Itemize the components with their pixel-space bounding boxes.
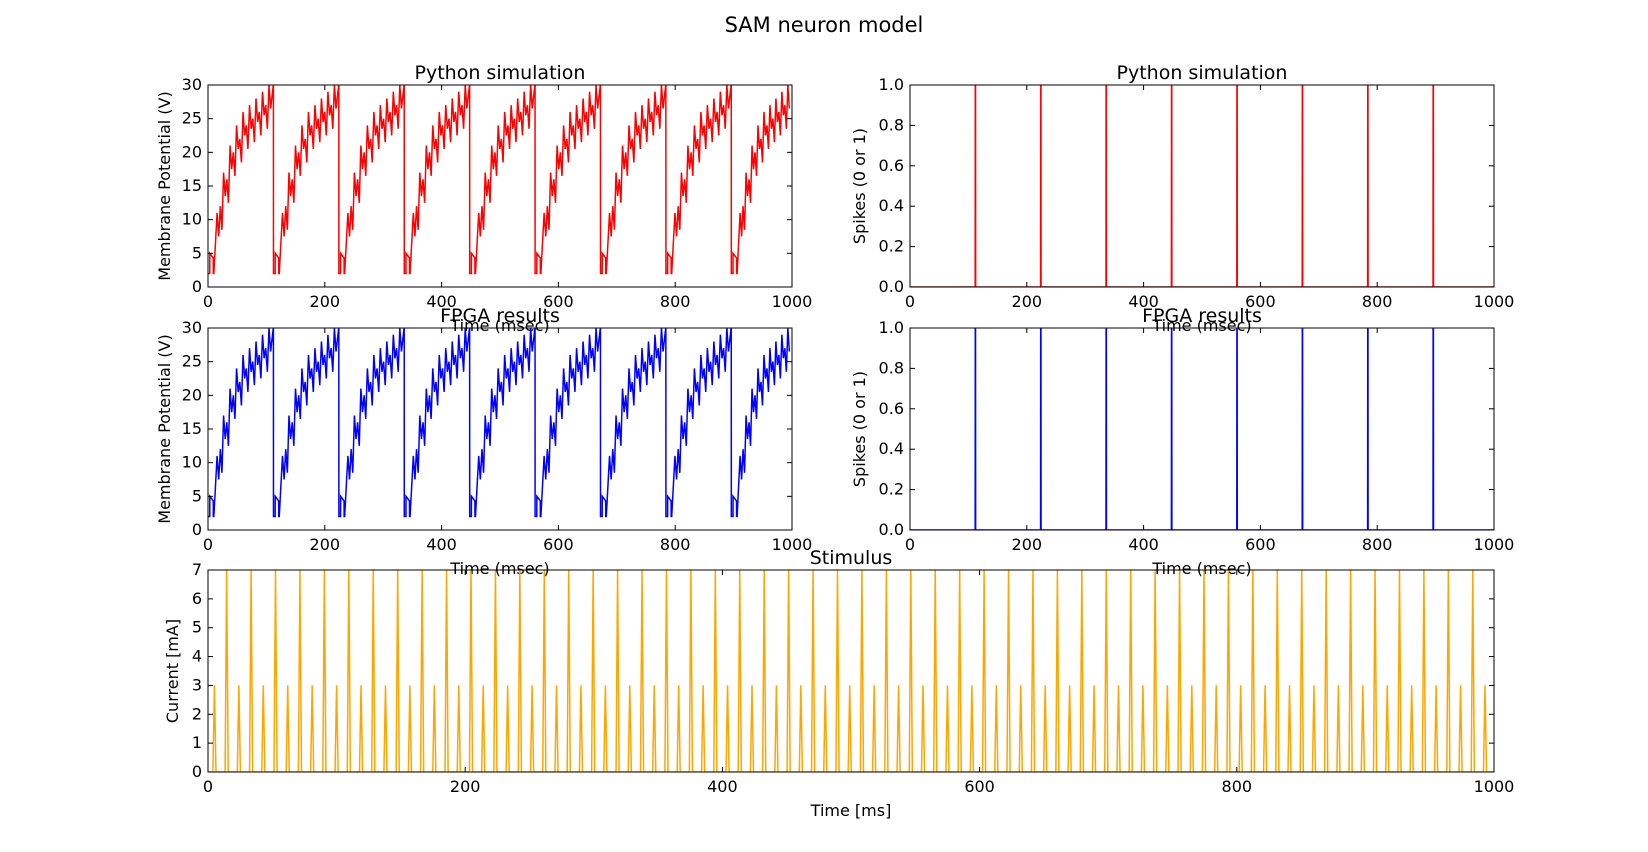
vm_python-ylabel: Membrane Potential (V) — [155, 91, 174, 280]
spikes_fpga-axes-frame — [909, 327, 1495, 531]
y-tick-label: 15 — [182, 419, 202, 438]
x-tick-label: 400 — [426, 535, 457, 554]
y-tick-label: 30 — [182, 75, 202, 94]
spikes_fpga-title: FPGA results — [1142, 305, 1262, 327]
x-tick-label: 0 — [203, 777, 213, 796]
y-tick-label: 0.2 — [879, 237, 904, 256]
y-tick-label: 5 — [192, 243, 202, 262]
y-tick-label: 0.4 — [879, 439, 904, 458]
vm_python-axes-frame — [207, 84, 793, 288]
spikes_python-ylabel: Spikes (0 or 1) — [850, 128, 869, 244]
x-tick-label: 0 — [905, 535, 915, 554]
x-tick-label: 1000 — [1474, 777, 1515, 796]
x-tick-label: 400 — [426, 292, 457, 311]
y-tick-label: 1.0 — [879, 75, 904, 94]
x-tick-label: 600 — [543, 292, 574, 311]
vm_fpga-title: FPGA results — [440, 305, 560, 327]
x-tick-label: 600 — [1245, 535, 1276, 554]
y-tick-label: 7 — [192, 560, 202, 579]
spikes_python-xlabel: Time (msec) — [1151, 316, 1251, 335]
panel-stimulus: 0 200 400 600 800 1000 0 1 2 3 4 5 6 7 Stimulus Time [m… — [163, 547, 1514, 820]
vm_fpga-axes-frame — [207, 327, 793, 531]
spikes_python-series-line — [910, 85, 1494, 287]
x-tick-label: 200 — [1012, 292, 1043, 311]
y-tick-label: 0.6 — [879, 399, 904, 418]
y-tick-label: 10 — [182, 453, 202, 472]
y-tick-label: 2 — [192, 704, 202, 723]
y-tick-label: 6 — [192, 589, 202, 608]
spikes_fpga-ylabel: Spikes (0 or 1) — [850, 371, 869, 487]
vm_fpga-ylabel: Membrane Potential (V) — [155, 334, 174, 523]
y-tick-label: 0.6 — [879, 156, 904, 175]
x-tick-label: 200 — [450, 777, 481, 796]
x-tick-label: 1000 — [772, 292, 813, 311]
x-tick-label: 400 — [1128, 292, 1159, 311]
x-tick-label: 0 — [905, 292, 915, 311]
y-tick-label: 20 — [182, 142, 202, 161]
stimulus-axes-frame — [207, 569, 1495, 773]
x-tick-label: 600 — [964, 777, 995, 796]
y-tick-label: 1.0 — [879, 318, 904, 337]
vm_fpga-series-line — [208, 328, 791, 518]
panel-spikes_fpga: 0 200 400 600 800 1000 0.0 0.2 0.4 0.6 0.8 1.0 FPGA … — [850, 305, 1514, 578]
x-tick-label: 800 — [660, 535, 691, 554]
x-tick-label: 400 — [707, 777, 738, 796]
y-tick-label: 0 — [192, 277, 202, 296]
y-tick-label: 0 — [192, 520, 202, 539]
vm_python-series-line — [208, 85, 791, 275]
x-tick-label: 600 — [543, 535, 574, 554]
stimulus-ylabel: Current [mA] — [163, 619, 182, 723]
y-tick-label: 0.8 — [879, 115, 904, 134]
y-tick-label: 30 — [182, 318, 202, 337]
stimulus-series-line — [208, 570, 1494, 772]
y-tick-label: 0.4 — [879, 196, 904, 215]
y-tick-label: 5 — [192, 618, 202, 637]
panel-vm_python: 0 200 400 600 800 1000 0 5 10 15 20 25 30 Python simu… — [155, 62, 812, 335]
figure-title: SAM neuron model — [725, 13, 924, 37]
x-tick-label: 200 — [1012, 535, 1043, 554]
x-tick-label: 1000 — [1474, 535, 1515, 554]
vm_python-xlabel: Time (msec) — [449, 316, 549, 335]
x-tick-label: 600 — [1245, 292, 1276, 311]
spikes_fpga-series-line — [910, 328, 1494, 530]
spikes_python-title: Python simulation — [1117, 62, 1288, 84]
panel-vm_fpga: 0 200 400 600 800 1000 0 5 10 15 20 25 30 FPGA result… — [155, 305, 812, 578]
x-tick-label: 0 — [203, 535, 213, 554]
vm_python-title: Python simulation — [415, 62, 586, 84]
y-tick-label: 10 — [182, 210, 202, 229]
vm_fpga-xlabel: Time (msec) — [449, 559, 549, 578]
y-tick-label: 0.0 — [879, 277, 904, 296]
y-tick-label: 0.2 — [879, 480, 904, 499]
y-tick-label: 20 — [182, 385, 202, 404]
x-tick-label: 0 — [203, 292, 213, 311]
y-tick-label: 0.0 — [879, 520, 904, 539]
y-tick-label: 4 — [192, 647, 202, 666]
x-tick-label: 800 — [1362, 535, 1393, 554]
y-tick-label: 15 — [182, 176, 202, 195]
x-tick-label: 800 — [660, 292, 691, 311]
stimulus-title: Stimulus — [810, 547, 893, 569]
x-tick-label: 200 — [310, 292, 341, 311]
x-tick-label: 200 — [310, 535, 341, 554]
y-tick-label: 25 — [182, 109, 202, 128]
spikes_python-axes-frame — [909, 84, 1495, 288]
y-tick-label: 25 — [182, 352, 202, 371]
x-tick-label: 800 — [1222, 777, 1253, 796]
y-tick-label: 3 — [192, 675, 202, 694]
y-tick-label: 0.8 — [879, 358, 904, 377]
x-tick-label: 800 — [1362, 292, 1393, 311]
stimulus-xlabel: Time [ms] — [810, 801, 892, 820]
spikes_fpga-xlabel: Time (msec) — [1151, 559, 1251, 578]
y-tick-label: 0 — [192, 762, 202, 781]
x-tick-label: 400 — [1128, 535, 1159, 554]
panel-spikes_python: 0 200 400 600 800 1000 0.0 0.2 0.4 0.6 0.8 1.0 Pytho… — [850, 62, 1514, 335]
y-tick-label: 1 — [192, 733, 202, 752]
x-tick-label: 1000 — [1474, 292, 1515, 311]
y-tick-label: 5 — [192, 486, 202, 505]
x-tick-label: 1000 — [772, 535, 813, 554]
